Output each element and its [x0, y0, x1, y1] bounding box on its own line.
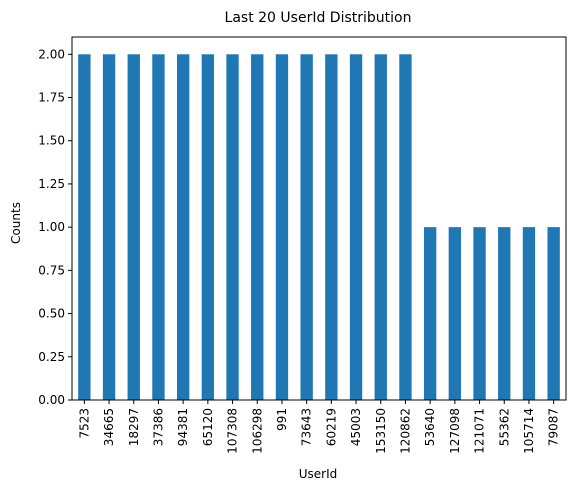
x-tick-label: 34665 — [102, 408, 116, 446]
x-tick-label: 53640 — [423, 408, 437, 446]
x-tick-label: 105714 — [522, 408, 536, 454]
x-tick-label: 7523 — [77, 408, 91, 439]
y-tick-label: 0.50 — [38, 307, 65, 321]
x-tick-label: 45003 — [349, 408, 363, 446]
bar-18297 — [128, 54, 140, 400]
bar-105714 — [523, 227, 535, 400]
y-tick-label: 0.25 — [38, 350, 65, 364]
x-tick-label: 106298 — [250, 408, 264, 454]
x-tick-label: 73643 — [300, 408, 314, 446]
x-axis-ticks: 7523 34665 18297 37386 94381 65120 107308 10629… — [77, 400, 560, 454]
y-tick-label: 2.00 — [38, 47, 65, 61]
x-tick-label: 153150 — [374, 408, 388, 454]
x-tick-label: 107308 — [226, 408, 240, 454]
bar-65120 — [202, 54, 214, 400]
y-tick-label: 0.75 — [38, 263, 65, 277]
x-tick-label: 79087 — [547, 408, 561, 446]
chart-title: Last 20 UserId Distribution — [225, 10, 412, 26]
x-tick-label: 65120 — [201, 408, 215, 446]
x-tick-label: 55362 — [497, 408, 511, 446]
x-tick-label: 18297 — [127, 408, 141, 446]
y-tick-label: 1.25 — [38, 177, 65, 191]
bar-991 — [276, 54, 288, 400]
y-axis-ticks: 0.00 0.25 0.50 0.75 1.00 1.25 1.50 1.75 2.00 — [38, 47, 72, 407]
x-tick-label: 991 — [275, 408, 289, 431]
y-axis-label: Counts — [9, 202, 23, 244]
x-tick-label: 60219 — [324, 408, 338, 446]
bar-106298 — [251, 54, 263, 400]
bar-127098 — [449, 227, 461, 400]
bar-121071 — [473, 227, 485, 400]
plot-frame — [72, 37, 566, 400]
bar-37386 — [152, 54, 164, 400]
x-tick-label: 127098 — [448, 408, 462, 454]
bar-7523 — [78, 54, 90, 400]
bar-45003 — [350, 54, 362, 400]
x-tick-label: 37386 — [151, 408, 165, 446]
y-tick-label: 1.75 — [38, 91, 65, 105]
bar-107308 — [226, 54, 238, 400]
bar-94381 — [177, 54, 189, 400]
y-tick-label: 1.00 — [38, 220, 65, 234]
bar-55362 — [498, 227, 510, 400]
x-tick-label: 120862 — [398, 408, 412, 454]
x-axis-label: UserId — [299, 467, 338, 481]
y-tick-label: 1.50 — [38, 134, 65, 148]
bar-53640 — [424, 227, 436, 400]
bar-34665 — [103, 54, 115, 400]
x-tick-label: 94381 — [176, 408, 190, 446]
bar-79087 — [547, 227, 559, 400]
x-tick-label: 121071 — [473, 408, 487, 454]
bar-120862 — [399, 54, 411, 400]
bar-60219 — [325, 54, 337, 400]
bars — [78, 54, 560, 400]
bar-153150 — [375, 54, 387, 400]
y-tick-label: 0.00 — [38, 393, 65, 407]
bar-73643 — [300, 54, 312, 400]
